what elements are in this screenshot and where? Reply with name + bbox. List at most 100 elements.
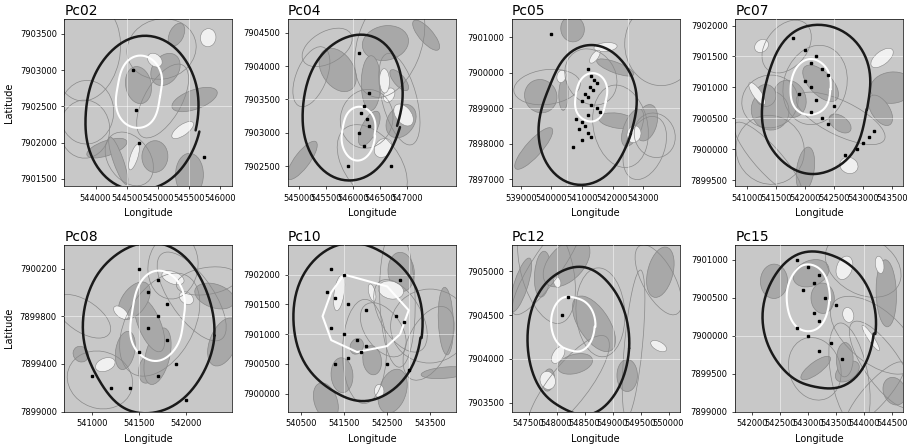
Ellipse shape: [561, 16, 584, 42]
X-axis label: Longitude: Longitude: [348, 434, 396, 444]
Ellipse shape: [870, 72, 913, 103]
Ellipse shape: [362, 56, 381, 111]
Ellipse shape: [125, 67, 152, 103]
Ellipse shape: [525, 80, 557, 113]
Ellipse shape: [836, 256, 853, 280]
Ellipse shape: [374, 384, 384, 398]
Ellipse shape: [172, 87, 217, 112]
Ellipse shape: [843, 307, 854, 323]
Ellipse shape: [87, 138, 127, 158]
Ellipse shape: [876, 256, 884, 273]
Ellipse shape: [144, 328, 171, 384]
Ellipse shape: [119, 282, 151, 319]
Text: Pc15: Pc15: [735, 229, 769, 244]
Ellipse shape: [207, 318, 239, 366]
Ellipse shape: [113, 306, 128, 319]
Ellipse shape: [868, 95, 893, 125]
Ellipse shape: [350, 338, 363, 354]
Ellipse shape: [510, 258, 531, 312]
Ellipse shape: [749, 82, 765, 105]
Ellipse shape: [388, 252, 415, 292]
Ellipse shape: [590, 50, 600, 63]
Y-axis label: Latitude: Latitude: [5, 308, 15, 349]
Ellipse shape: [871, 48, 893, 68]
Ellipse shape: [829, 114, 851, 133]
Ellipse shape: [557, 70, 566, 82]
Ellipse shape: [543, 239, 590, 287]
Ellipse shape: [421, 366, 470, 379]
Ellipse shape: [319, 48, 356, 92]
Ellipse shape: [109, 137, 128, 185]
Ellipse shape: [755, 85, 776, 106]
Ellipse shape: [793, 259, 829, 287]
Ellipse shape: [390, 69, 409, 90]
Ellipse shape: [803, 65, 838, 102]
Ellipse shape: [151, 53, 180, 86]
Ellipse shape: [627, 126, 641, 143]
Ellipse shape: [840, 157, 858, 173]
Ellipse shape: [835, 361, 859, 382]
Y-axis label: Latitude: Latitude: [5, 82, 15, 123]
Ellipse shape: [148, 53, 163, 67]
Ellipse shape: [796, 147, 814, 192]
Ellipse shape: [179, 292, 194, 305]
Ellipse shape: [374, 138, 392, 158]
X-axis label: Longitude: Longitude: [795, 208, 844, 219]
Text: Pc12: Pc12: [512, 229, 545, 244]
X-axis label: Longitude: Longitude: [348, 208, 396, 219]
Ellipse shape: [558, 353, 593, 374]
Ellipse shape: [333, 275, 345, 311]
Ellipse shape: [331, 358, 353, 392]
Ellipse shape: [313, 383, 339, 420]
Text: Pc02: Pc02: [65, 4, 98, 18]
Text: Pc04: Pc04: [289, 4, 321, 18]
Ellipse shape: [773, 80, 806, 117]
Ellipse shape: [142, 141, 168, 172]
Ellipse shape: [394, 104, 414, 126]
Ellipse shape: [413, 20, 440, 50]
Ellipse shape: [96, 358, 115, 372]
Ellipse shape: [386, 104, 416, 138]
Text: Pc07: Pc07: [735, 4, 769, 18]
X-axis label: Longitude: Longitude: [124, 434, 173, 444]
X-axis label: Longitude: Longitude: [124, 208, 173, 219]
Ellipse shape: [755, 39, 769, 52]
Ellipse shape: [139, 355, 157, 383]
Ellipse shape: [200, 29, 215, 47]
Ellipse shape: [380, 69, 390, 93]
Ellipse shape: [751, 91, 789, 130]
Ellipse shape: [515, 128, 552, 169]
X-axis label: Longitude: Longitude: [572, 434, 620, 444]
Ellipse shape: [534, 251, 551, 297]
Ellipse shape: [876, 260, 897, 327]
Ellipse shape: [597, 59, 634, 76]
Ellipse shape: [162, 271, 184, 285]
Ellipse shape: [862, 325, 879, 351]
Ellipse shape: [362, 26, 408, 60]
Ellipse shape: [635, 104, 657, 141]
Ellipse shape: [599, 113, 636, 129]
Ellipse shape: [287, 141, 317, 180]
Ellipse shape: [761, 264, 788, 298]
Ellipse shape: [551, 346, 565, 363]
Ellipse shape: [73, 346, 89, 362]
Ellipse shape: [168, 23, 184, 46]
Ellipse shape: [553, 277, 561, 288]
Ellipse shape: [542, 369, 554, 391]
Ellipse shape: [175, 153, 204, 196]
Ellipse shape: [368, 284, 376, 302]
Ellipse shape: [129, 144, 140, 170]
Ellipse shape: [594, 43, 617, 52]
Ellipse shape: [622, 109, 644, 146]
Ellipse shape: [115, 332, 135, 370]
Ellipse shape: [194, 283, 235, 309]
Text: Pc05: Pc05: [512, 4, 545, 18]
Ellipse shape: [836, 342, 853, 377]
Ellipse shape: [801, 356, 831, 380]
Ellipse shape: [646, 247, 674, 297]
Ellipse shape: [358, 111, 380, 146]
X-axis label: Longitude: Longitude: [572, 208, 620, 219]
Ellipse shape: [811, 283, 834, 314]
X-axis label: Longitude: Longitude: [795, 434, 844, 444]
Ellipse shape: [883, 377, 906, 405]
